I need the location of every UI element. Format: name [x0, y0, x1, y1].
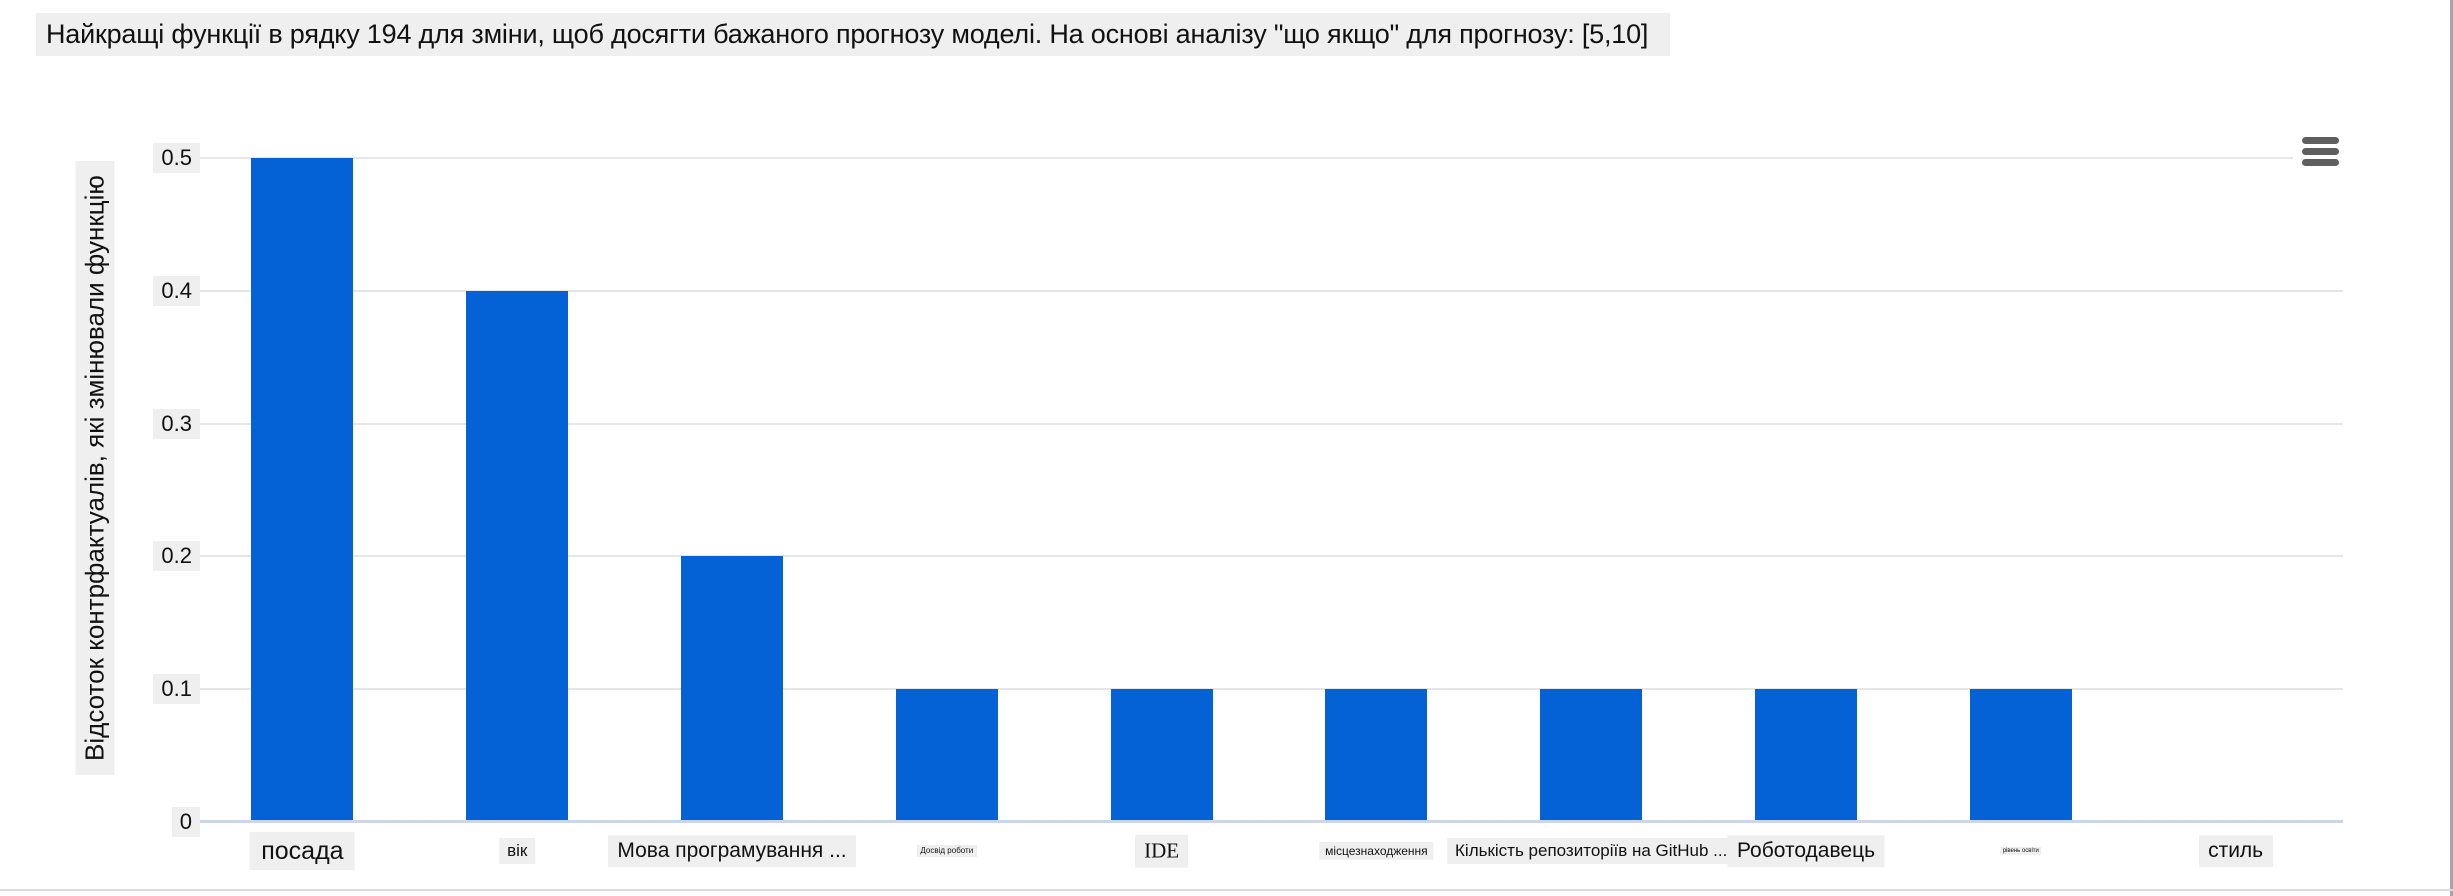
y-tick-label: 0	[0, 806, 200, 838]
bar-рівень освіти[interactable]	[1969, 689, 2072, 822]
x-category-label: Мова програмування ...	[607, 835, 857, 867]
y-tick-label: 0.4	[0, 275, 200, 307]
x-category-label: IDE	[1134, 834, 1189, 868]
bar-місцезнаходження[interactable]	[1325, 689, 1428, 822]
y-tick-label: 0.3	[0, 408, 200, 440]
x-axis-line	[195, 820, 2343, 823]
chart-title: Найкращі функції в рядку 194 для зміни, …	[36, 13, 1671, 56]
bar-Роботодавець[interactable]	[1755, 689, 1857, 822]
x-category-label: Роботодавець	[1727, 835, 1885, 867]
bar-Мова програмування ...[interactable]	[681, 556, 783, 822]
gridline	[195, 688, 2343, 691]
x-category-label: вік	[499, 837, 535, 865]
gridline	[195, 289, 2343, 292]
y-axis-title: Відсоток контрфактуалів, які змінювали ф…	[75, 161, 115, 775]
window-right-border	[2450, 0, 2453, 896]
bar-Кількість репозиторіїв на GitHub ...[interactable]	[1540, 689, 1643, 822]
y-tick-label: 0.1	[0, 673, 200, 705]
x-category-label: Кількість репозиторіїв на GitHub ...	[1447, 837, 1735, 865]
hamburger-bar	[2302, 158, 2339, 166]
chart-menu-button[interactable]	[2293, 126, 2355, 176]
bar-Досвід роботи[interactable]	[895, 689, 998, 822]
x-category-label: Досвід роботи	[916, 845, 977, 857]
y-tick-label: 0.5	[0, 142, 200, 174]
window-bottom-border	[0, 889, 2453, 891]
hamburger-bar	[2302, 136, 2339, 144]
bar-IDE[interactable]	[1110, 689, 1213, 822]
bar-вік[interactable]	[466, 290, 569, 822]
gridline	[195, 422, 2343, 425]
bar-посада[interactable]	[251, 158, 354, 822]
hamburger-bar	[2302, 147, 2339, 155]
gridline	[195, 157, 2343, 159]
x-category-label: стиль	[2198, 835, 2273, 867]
x-category-label: рівень освіти	[2000, 846, 2042, 856]
hamburger-menu-icon	[2302, 136, 2339, 166]
gridline	[195, 555, 2343, 558]
x-category-label: посада	[249, 832, 355, 870]
y-tick-label: 0.2	[0, 540, 200, 572]
x-category-label: місцезнаходження	[1319, 841, 1434, 861]
